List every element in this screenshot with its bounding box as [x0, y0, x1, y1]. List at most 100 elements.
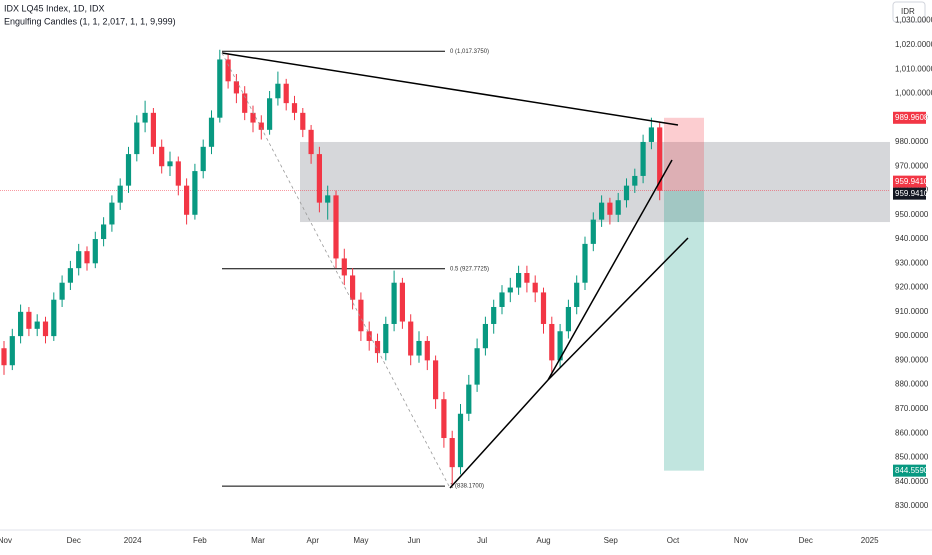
- price-tag: [893, 464, 926, 477]
- fib-label: 1 (838.1700): [450, 484, 484, 490]
- candle-body: [632, 175, 638, 186]
- candle-body: [117, 185, 123, 203]
- y-tick-label: 980.0000: [895, 137, 929, 146]
- trend-line: [547, 237, 689, 381]
- candle-body: [67, 268, 73, 283]
- price-tag: [893, 111, 926, 124]
- candle-body: [549, 323, 555, 361]
- candle-body: [42, 321, 49, 337]
- candle-body: [167, 161, 173, 167]
- candle-body: [482, 323, 488, 349]
- y-tick-label: 860.0000: [895, 428, 929, 437]
- currency-button[interactable]: [892, 1, 926, 23]
- chart-title: IDX LQ45 Index, 1D, IDX: [4, 3, 105, 13]
- fib-label: 0.5 (927.7725): [450, 266, 489, 272]
- price-tag: [893, 187, 926, 200]
- candle-body: [466, 384, 472, 414]
- y-tick-label: 850.0000: [895, 453, 929, 462]
- candle-body: [399, 282, 405, 322]
- candle-body: [350, 275, 356, 300]
- currency-label: IDR: [901, 7, 915, 16]
- trend-line: [449, 379, 549, 489]
- candle-body: [383, 323, 389, 354]
- drawings: [221, 52, 689, 489]
- y-tick-label: 1,020.0000: [895, 40, 932, 49]
- candle-body: [374, 340, 381, 354]
- y-tick-label: 930.0000: [895, 258, 929, 267]
- fib-diagonal: [221, 52, 451, 489]
- candle-body: [441, 399, 447, 439]
- price-tag-label: 959.9410: [895, 189, 929, 198]
- fib-label: 0 (1,017.3750): [450, 49, 489, 55]
- candle-body: [26, 311, 32, 329]
- candle-body: [615, 200, 621, 215]
- x-tick-label: 2025: [861, 536, 879, 545]
- price-tag-label: 989.9608: [895, 113, 929, 122]
- x-tick-label: Oct: [667, 536, 680, 545]
- candle-body: [9, 336, 15, 366]
- candle-body: [358, 299, 364, 332]
- candle-body: [59, 282, 65, 300]
- candle-body: [599, 202, 605, 220]
- candle-body: [175, 161, 181, 186]
- candle-body: [217, 59, 223, 118]
- candle-body: [92, 239, 98, 264]
- candle-body: [283, 83, 289, 104]
- x-tick-label: May: [353, 536, 368, 545]
- x-tick-label: Jul: [477, 536, 487, 545]
- y-tick-label: 830.0000: [895, 501, 929, 510]
- x-tick-label: Jun: [408, 536, 421, 545]
- x-tick-label: 2024: [124, 536, 142, 545]
- candle-body: [101, 224, 107, 240]
- candle-body: [300, 112, 306, 130]
- y-tick-label: 920.0000: [895, 283, 929, 292]
- trend-line: [221, 52, 679, 126]
- candle-body: [623, 185, 630, 201]
- candle-body: [192, 171, 198, 215]
- candle-body: [449, 438, 455, 468]
- y-tick-label: 870.0000: [895, 404, 929, 413]
- y-tick-label: 880.0000: [895, 380, 929, 389]
- candle-body: [582, 243, 588, 283]
- candle-body: [540, 292, 547, 324]
- candle-body: [34, 321, 40, 329]
- x-tick-label: Mar: [251, 536, 265, 545]
- y-tick-label: 900.0000: [895, 331, 929, 340]
- candle-body: [433, 360, 439, 400]
- candle-body: [1, 348, 7, 366]
- candle-body: [142, 112, 148, 123]
- price-tag: [893, 175, 926, 188]
- trend-line: [547, 159, 673, 381]
- candle-body: [242, 93, 248, 113]
- candle-body: [366, 331, 372, 341]
- y-tick-label: 1,000.0000: [895, 89, 932, 98]
- y-tick-label: 1,030.0000: [895, 16, 932, 25]
- price-tag-label: 959.9410: [895, 177, 929, 186]
- x-tick-label: Dec: [799, 536, 813, 545]
- y-tick-label: 970.0000: [895, 161, 929, 170]
- candle-body: [159, 146, 165, 167]
- candle-body: [491, 306, 497, 324]
- candle-body: [150, 112, 156, 147]
- candle-body: [200, 146, 206, 172]
- price-tag-label: 844.5590: [895, 466, 929, 475]
- candle-body: [208, 117, 215, 147]
- candle-body: [184, 185, 190, 215]
- candle-body: [507, 287, 513, 293]
- candle-body: [424, 340, 430, 361]
- candle-body: [640, 141, 646, 176]
- candle-body: [225, 59, 231, 82]
- candle-body: [18, 311, 24, 337]
- candle-body: [557, 331, 563, 361]
- candle-body: [648, 127, 654, 142]
- candle-body: [76, 251, 82, 269]
- candle-body: [457, 413, 464, 468]
- candle-body: [233, 81, 239, 94]
- candle-body: [408, 321, 414, 356]
- y-tick-label: 1,010.0000: [895, 64, 932, 73]
- candle-body: [516, 273, 522, 288]
- candle-body: [565, 306, 571, 332]
- candle-body: [267, 98, 273, 130]
- candle-body: [524, 273, 530, 283]
